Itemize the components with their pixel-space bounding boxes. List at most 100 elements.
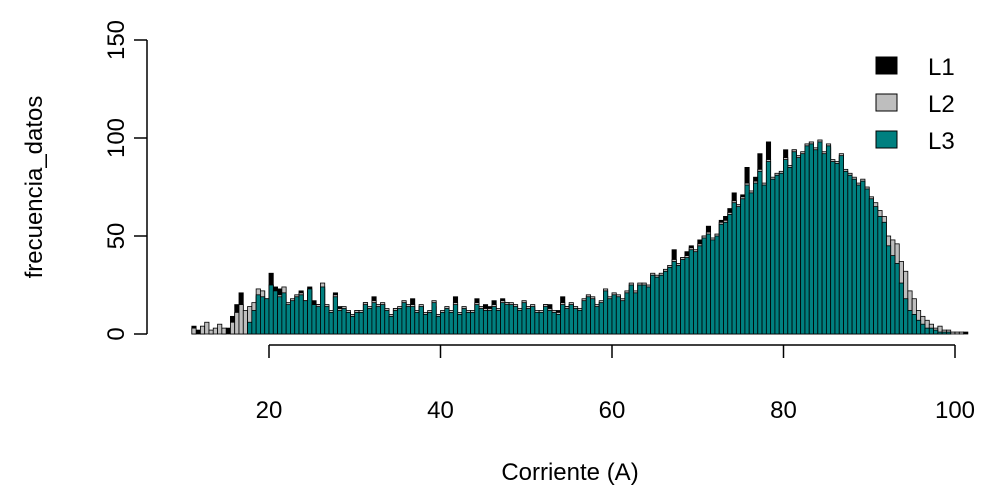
bar-l3 — [650, 274, 656, 335]
bar-l3 — [264, 298, 270, 335]
bar-l3 — [873, 206, 879, 335]
bar-l2 — [221, 327, 227, 335]
bar-l3 — [821, 153, 827, 335]
bar-l3 — [543, 306, 549, 335]
bar-l2 — [950, 331, 956, 335]
bar-l3 — [431, 302, 437, 335]
bar-l3 — [907, 310, 913, 335]
bar-l3 — [560, 304, 566, 335]
bar-l3 — [277, 296, 283, 335]
bar-l3 — [693, 251, 699, 335]
bar-l1 — [963, 331, 969, 335]
bar-l3 — [508, 304, 514, 335]
bar-l3 — [778, 172, 784, 335]
bar-l3 — [637, 284, 643, 335]
legend-label-l1: L1 — [928, 54, 955, 81]
bar-l3 — [512, 306, 519, 335]
bar-l3 — [680, 259, 686, 335]
bar-l3 — [590, 298, 596, 335]
bar-l3 — [538, 312, 544, 335]
bar-l3 — [765, 161, 772, 335]
bar-l3 — [714, 235, 720, 335]
bar-l2 — [199, 325, 206, 335]
bar-l2 — [954, 331, 960, 335]
bar-l3 — [817, 141, 823, 335]
bar-l3 — [384, 310, 390, 335]
bar-l3 — [933, 329, 939, 335]
bar-l3 — [761, 184, 767, 335]
bar-l3 — [855, 184, 862, 335]
bar-l3 — [568, 304, 574, 335]
bar-l3 — [478, 308, 484, 335]
bar-l3 — [864, 188, 870, 335]
y-tick-label: 150 — [103, 20, 130, 60]
bar-l3 — [688, 249, 694, 335]
bar-l3 — [397, 308, 403, 335]
bar-l3 — [332, 296, 338, 335]
bar-l3 — [457, 313, 463, 335]
bar-l3 — [628, 284, 634, 335]
bar-l3 — [881, 221, 887, 335]
bar-l3 — [440, 312, 446, 335]
bar-l3 — [615, 296, 621, 335]
bar-l3 — [834, 163, 840, 335]
bar-l3 — [551, 312, 557, 335]
bar-l3 — [320, 286, 326, 335]
bar-l2 — [191, 327, 197, 335]
bar-l3 — [804, 145, 810, 335]
bar-l2 — [958, 331, 964, 335]
bar-l3 — [753, 182, 759, 335]
bar-l3 — [337, 310, 343, 335]
bar-l3 — [813, 149, 819, 335]
bar-l3 — [422, 313, 429, 335]
bar-l3 — [444, 308, 450, 335]
bar-l3 — [401, 302, 407, 335]
bar-l3 — [847, 174, 853, 335]
bar-l3 — [435, 315, 441, 335]
bar-l3 — [924, 327, 930, 335]
bar-l1 — [195, 329, 201, 335]
bar-l3 — [487, 310, 493, 335]
bar-l3 — [465, 312, 471, 335]
bar-l3 — [345, 312, 351, 335]
bar-l3 — [658, 274, 664, 335]
bar-l2 — [238, 304, 244, 335]
bar-l3 — [388, 315, 394, 335]
y-tick-label: 100 — [103, 118, 130, 158]
bar-l3 — [581, 300, 587, 335]
bar-l3 — [392, 310, 399, 335]
bar-l3 — [367, 308, 373, 335]
bar-l3 — [405, 306, 411, 335]
bar-l3 — [735, 206, 742, 335]
bar-l3 — [787, 166, 793, 335]
bar-l3 — [298, 294, 304, 335]
bar-l3 — [294, 296, 300, 335]
legend-swatch-l3 — [875, 130, 898, 149]
bar-l3 — [251, 310, 257, 335]
bar-l3 — [620, 300, 626, 335]
legend-label-l3: L3 — [928, 128, 955, 155]
bar-l3 — [633, 292, 639, 335]
bar-l3 — [362, 304, 369, 335]
bar-l3 — [255, 294, 261, 335]
bar-l3 — [791, 151, 797, 335]
bar-l3 — [247, 321, 253, 335]
bar-l3 — [894, 263, 900, 335]
bar-l3 — [504, 304, 510, 335]
bar-l3 — [495, 310, 501, 335]
bar-l3 — [324, 306, 330, 335]
bar-l3 — [517, 310, 523, 335]
bar-l3 — [525, 308, 531, 335]
bar-l3 — [675, 264, 681, 335]
bar-l3 — [718, 223, 724, 335]
bar-l3 — [860, 180, 866, 335]
bar-l3 — [744, 184, 750, 335]
bar-l3 — [937, 331, 943, 335]
legend-swatch-l1 — [875, 56, 898, 75]
bar-l2 — [212, 327, 218, 335]
bar-l3 — [598, 302, 604, 335]
bar-l1 — [225, 327, 231, 335]
legend-label-l2: L2 — [928, 91, 955, 118]
x-tick-label: 80 — [770, 397, 797, 424]
